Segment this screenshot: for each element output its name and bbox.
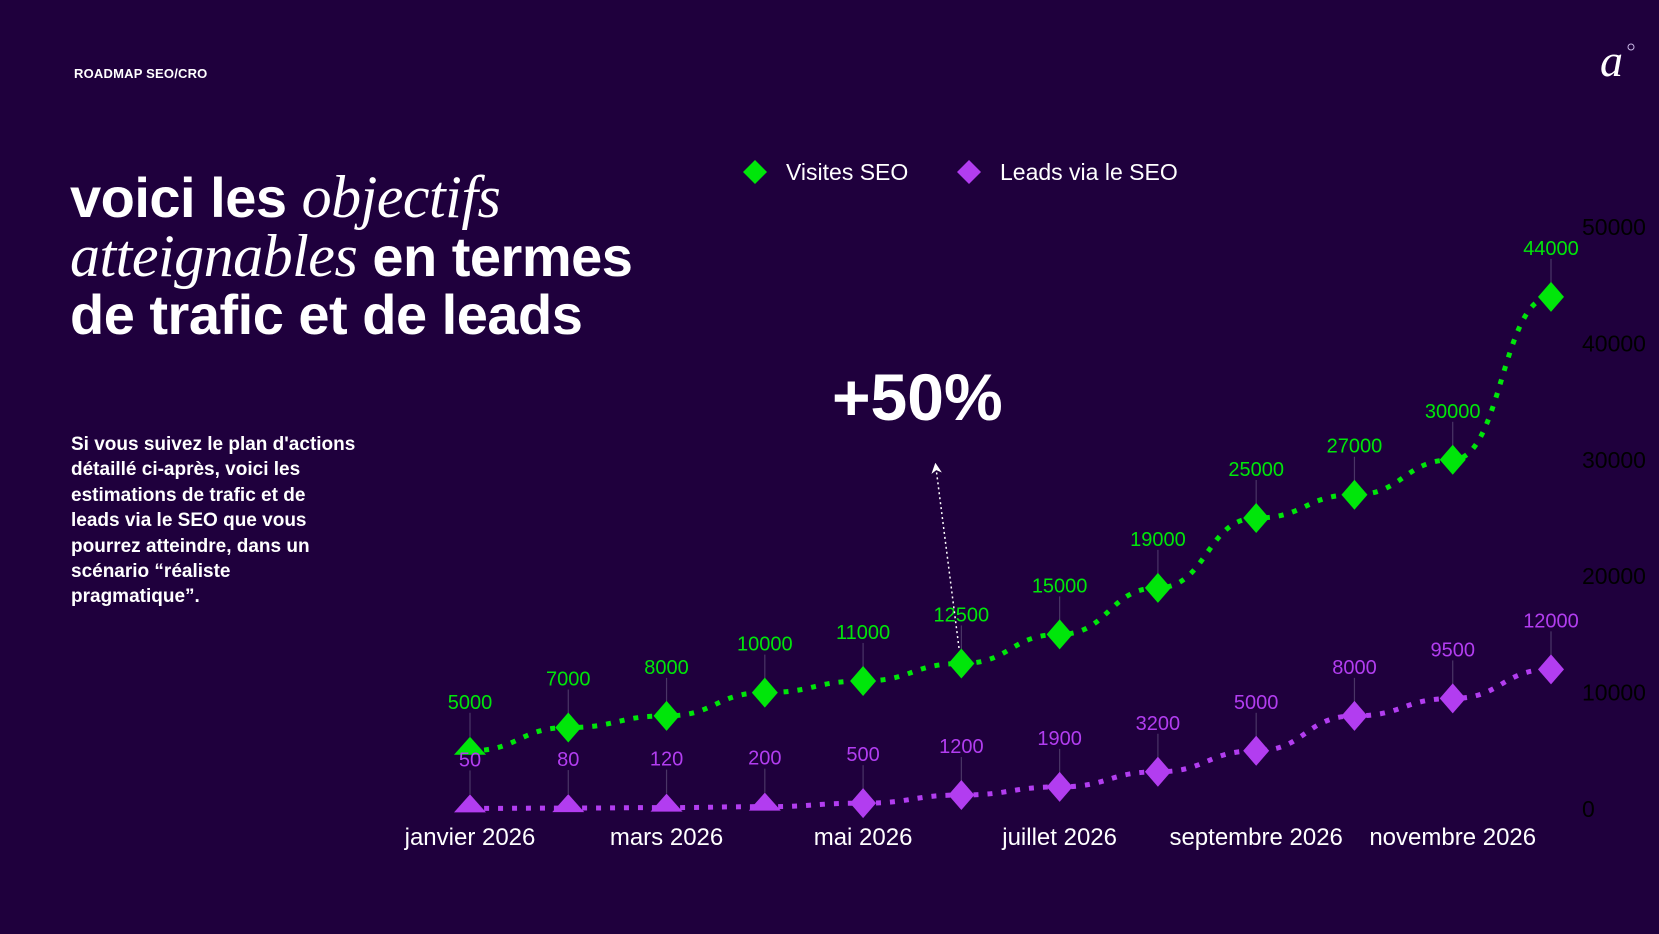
diamond-marker [948, 648, 975, 679]
data-label: 12000 [1523, 610, 1579, 632]
series-lines [469, 294, 1552, 811]
triangle-marker [454, 794, 486, 813]
data-label: 1900 [1037, 728, 1082, 750]
title-italic: objectifs atteignables [70, 164, 501, 289]
diamond-marker [751, 677, 778, 708]
data-label: 5000 [448, 692, 493, 714]
data-labels: 5000 7000 8000 10000 11000 12500 15000 19000 250… [448, 238, 1579, 772]
growth-annotation: +50% [832, 360, 1003, 434]
y-tick-label: 30000 [1582, 447, 1646, 473]
y-axis: 0 10000 20000 30000 40000 50000 [1582, 214, 1646, 822]
diamond-marker [948, 780, 975, 811]
data-label: 11000 [836, 622, 890, 644]
description-text: Si vous suivez le plan d'actions détaill… [71, 434, 356, 608]
data-label: 1200 [939, 736, 984, 758]
series-line-leads [469, 666, 1552, 811]
x-tick-label: juillet 2026 [1001, 824, 1117, 851]
title-part3: en termes de trafic et de leads [70, 225, 633, 346]
data-label: 12500 [934, 605, 990, 627]
legend-label: Visites SEO [786, 159, 908, 185]
x-tick-label: janvier 2026 [404, 824, 536, 851]
triangle-marker [748, 792, 781, 811]
x-tick-label: mars 2026 [610, 824, 723, 851]
x-tick-label: septembre 2026 [1169, 824, 1342, 851]
data-label: 15000 [1032, 575, 1088, 597]
data-label: 200 [748, 748, 781, 770]
series-line-visits [469, 294, 1552, 754]
data-label: 120 [650, 749, 683, 771]
data-label: 9500 [1430, 639, 1475, 661]
label-stems [469, 258, 1552, 795]
diamond-marker [1144, 572, 1171, 603]
diamond-marker [1046, 771, 1073, 802]
series-markers [454, 281, 1564, 819]
section-kicker: ROADMAP SEO/CRO [74, 66, 208, 81]
y-tick-label: 50000 [1582, 214, 1646, 240]
diamond-marker [1046, 619, 1073, 650]
diamond-marker [1439, 444, 1466, 475]
legend: Visites SEO Leads via le SEO [743, 159, 1178, 185]
data-label: 30000 [1425, 401, 1481, 423]
diamond-marker [1538, 281, 1564, 312]
legend-label: Leads via le SEO [1000, 159, 1178, 185]
diamond-marker [1439, 683, 1466, 714]
diamond-marker [1144, 756, 1171, 787]
y-tick-label: 40000 [1582, 330, 1646, 356]
y-tick-label: 20000 [1582, 563, 1646, 589]
diamond-marker [850, 665, 877, 696]
y-tick-label: 10000 [1582, 680, 1646, 706]
data-label: 3200 [1136, 713, 1181, 735]
data-label: 7000 [546, 669, 591, 691]
page-title: voici les objectifs atteignables en term… [70, 166, 670, 346]
triangle-marker [454, 736, 486, 755]
x-tick-label: novembre 2026 [1369, 824, 1536, 851]
diamond-marker [1538, 654, 1564, 685]
diamond-marker [653, 700, 680, 731]
diamond-marker [850, 788, 877, 819]
data-label: 44000 [1523, 238, 1579, 260]
y-tick-label: 0 [1582, 796, 1595, 822]
triangle-marker [552, 794, 585, 813]
title-part1: voici les [70, 166, 302, 229]
diamond-marker [1243, 503, 1270, 533]
data-label: 50 [459, 749, 481, 771]
data-label: 10000 [737, 634, 793, 656]
data-label: 27000 [1327, 436, 1383, 458]
data-label: 25000 [1228, 459, 1284, 481]
diamond-marker [555, 712, 582, 743]
triangle-marker [650, 793, 683, 812]
x-tick-label: mai 2026 [814, 824, 913, 851]
data-label: 19000 [1130, 529, 1186, 551]
diamond-marker [1341, 479, 1368, 510]
x-axis: janvier 2026 mars 2026 mai 2026 juillet 202… [404, 824, 1537, 851]
data-label: 8000 [1332, 657, 1377, 679]
logo-glyph: a [1600, 38, 1623, 86]
diamond-marker [1341, 700, 1368, 731]
data-label: 500 [846, 744, 879, 766]
data-label: 8000 [644, 657, 689, 679]
data-label: 5000 [1234, 692, 1279, 714]
data-label: 80 [557, 749, 579, 771]
brand-logo: a [1600, 38, 1635, 86]
annotation-arrow [931, 462, 960, 649]
legend-diamond-icon [957, 160, 981, 184]
legend-diamond-icon [743, 160, 767, 184]
diamond-marker [1243, 735, 1270, 766]
registered-mark-icon [1627, 43, 1635, 51]
